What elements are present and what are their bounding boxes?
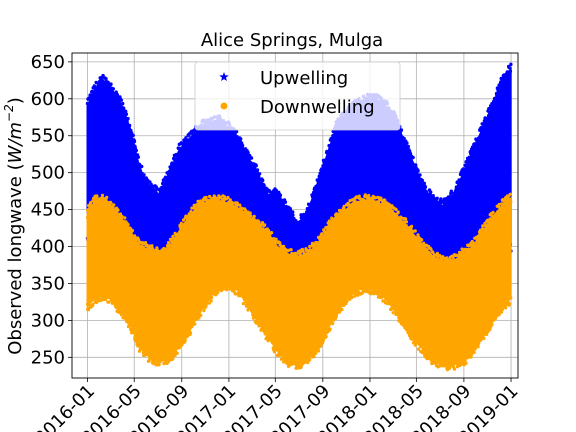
legend-upwelling-label: Upwelling	[260, 68, 348, 89]
series-layer	[85, 62, 513, 372]
y-tick-label: 550	[31, 126, 65, 147]
y-tick-label: 400	[31, 237, 65, 258]
y-tick-label: 600	[31, 89, 65, 110]
legend-downwelling-label: Downwelling	[260, 97, 375, 118]
star-marker	[219, 72, 229, 82]
y-tick-label: 300	[31, 310, 65, 331]
y-tick-label: 500	[31, 163, 65, 184]
legend: Upwelling Downwelling	[194, 61, 401, 131]
y-axis: 250 300 350 400 450 500 550 600 650	[31, 52, 72, 368]
y-tick-label: 650	[31, 52, 65, 73]
y-axis-label: Observed longwave (W/m−2)	[2, 97, 26, 355]
y-tick-label: 250	[31, 347, 65, 368]
series-downwelling	[85, 192, 513, 372]
legend-box	[194, 61, 401, 131]
chart-title: Alice Springs, Mulga	[201, 30, 383, 51]
y-tick-label: 450	[31, 200, 65, 221]
legend-downwelling-marker	[220, 102, 228, 110]
legend-upwelling-marker	[219, 72, 229, 82]
y-tick-label: 350	[31, 273, 65, 294]
circle-marker	[220, 102, 228, 110]
series-points-downwelling	[85, 192, 513, 372]
plot-frame	[71, 52, 519, 379]
